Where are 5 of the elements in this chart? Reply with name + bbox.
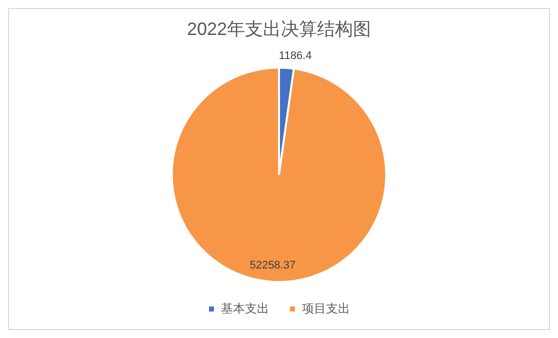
legend-label: 项目支出 (302, 301, 350, 316)
data-label: 52258.37 (250, 260, 296, 272)
data-label: 1186.4 (278, 50, 312, 62)
legend-label: 基本支出 (221, 301, 269, 316)
chart-title: 2022年支出决算结构图 (186, 18, 372, 39)
